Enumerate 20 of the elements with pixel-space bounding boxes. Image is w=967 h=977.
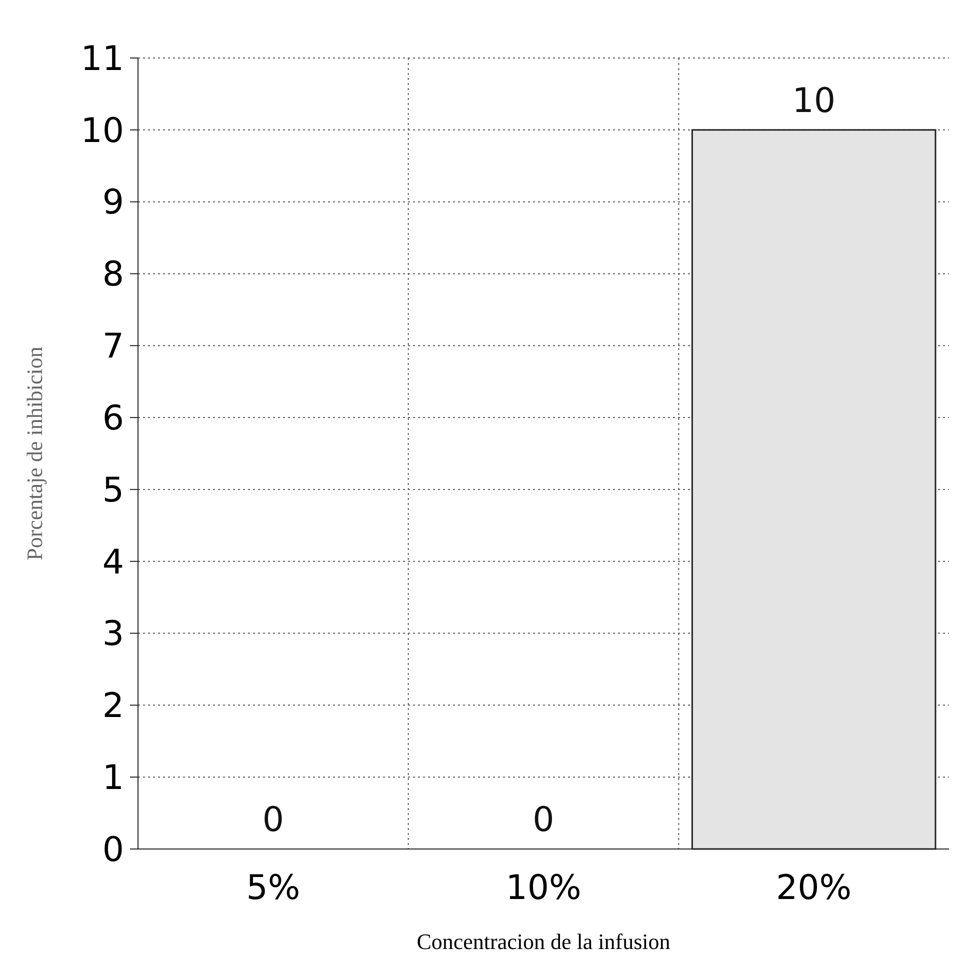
data-label: 10	[792, 80, 836, 121]
y-tick-label: 8	[102, 254, 124, 295]
y-tick-label: 5	[102, 470, 124, 510]
y-tick-label: 3	[102, 614, 124, 654]
y-tick-label: 11	[80, 38, 124, 79]
data-label: 0	[262, 800, 284, 840]
x-tick-label: 10%	[506, 868, 582, 908]
y-tick-label: 2	[102, 686, 124, 726]
y-tick-label: 9	[102, 182, 124, 223]
data-label: 0	[532, 800, 554, 840]
y-tick-label: 4	[102, 542, 124, 582]
y-tick-label: 0	[102, 830, 124, 870]
y-tick-label: 6	[102, 398, 124, 438]
y-tick-label: 10	[80, 110, 124, 151]
y-axis-title: Porcentaje de inhibicion	[22, 346, 47, 560]
x-tick-label: 20%	[776, 868, 852, 908]
y-tick-label: 7	[102, 326, 124, 367]
x-axis-title: Concentracion de la infusion	[416, 929, 670, 954]
x-tick-label: 5%	[246, 868, 300, 908]
y-tick-label: 1	[102, 758, 124, 798]
